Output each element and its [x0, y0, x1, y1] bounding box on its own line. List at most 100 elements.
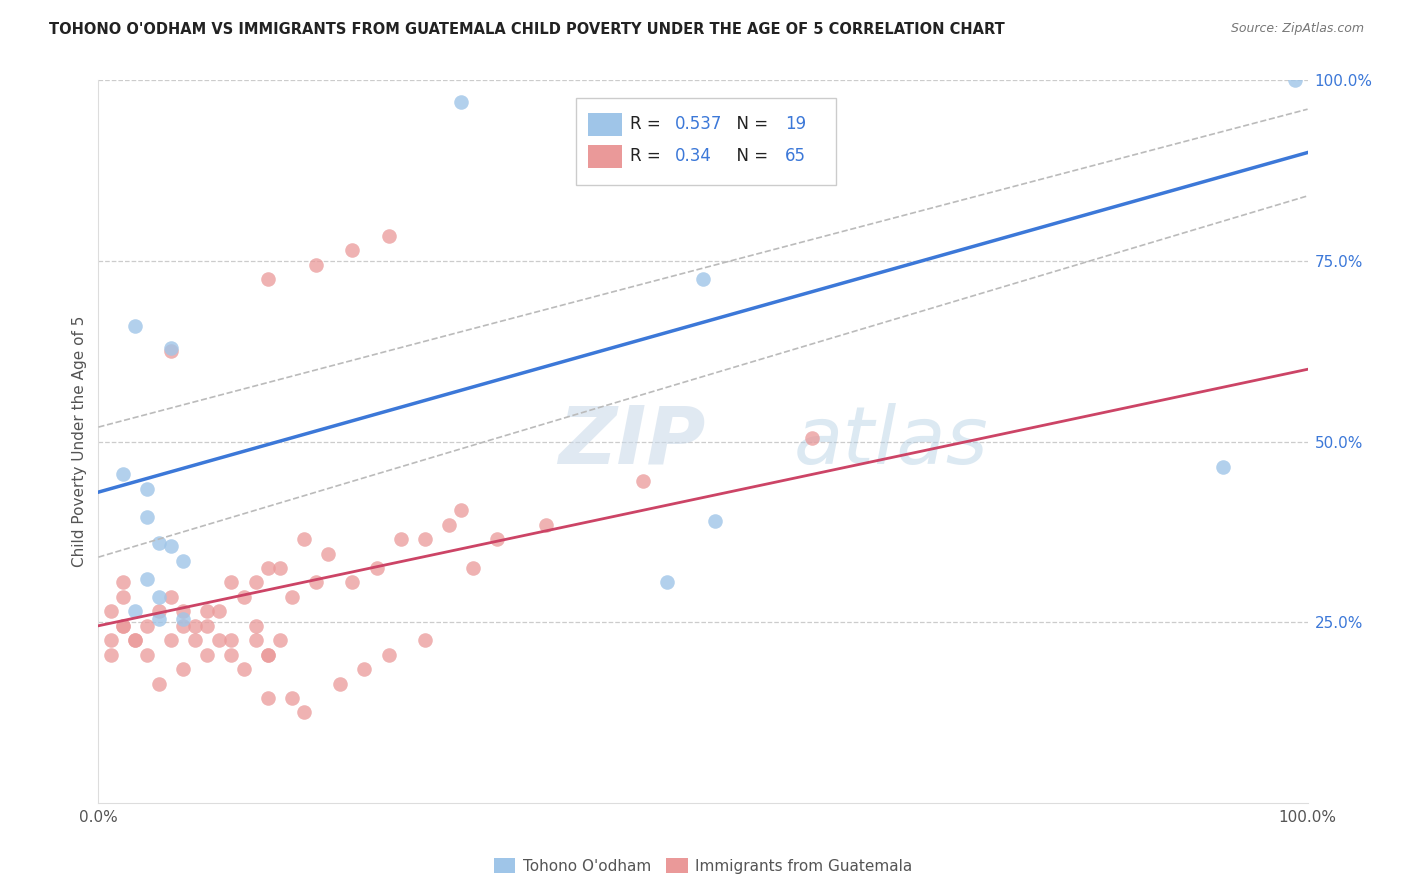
- Point: [148, 611, 170, 625]
- Point: [135, 619, 157, 633]
- Point: [256, 648, 278, 662]
- Bar: [588, 112, 621, 136]
- Point: [135, 648, 157, 662]
- Point: [160, 539, 183, 553]
- Point: [366, 561, 388, 575]
- Point: [221, 633, 243, 648]
- Point: [172, 662, 194, 676]
- Point: [124, 633, 146, 648]
- Point: [221, 575, 243, 590]
- Text: R =: R =: [630, 115, 666, 133]
- Point: [160, 344, 183, 359]
- Point: [292, 706, 315, 720]
- Text: 19: 19: [785, 115, 807, 133]
- Text: Source: ZipAtlas.com: Source: ZipAtlas.com: [1230, 22, 1364, 36]
- Point: [377, 228, 399, 243]
- Point: [184, 633, 207, 648]
- Point: [124, 604, 146, 618]
- Text: R =: R =: [630, 147, 666, 165]
- Point: [534, 517, 557, 532]
- Point: [221, 648, 243, 662]
- Point: [160, 341, 183, 355]
- Point: [377, 648, 399, 662]
- Point: [195, 648, 218, 662]
- Point: [269, 633, 291, 648]
- Point: [413, 532, 436, 546]
- Point: [160, 633, 183, 648]
- Point: [148, 590, 170, 604]
- Y-axis label: Child Poverty Under the Age of 5: Child Poverty Under the Age of 5: [72, 316, 87, 567]
- Point: [1212, 459, 1234, 474]
- Point: [124, 318, 146, 333]
- Point: [172, 611, 194, 625]
- Point: [342, 243, 364, 257]
- Text: N =: N =: [725, 147, 773, 165]
- Text: ZIP: ZIP: [558, 402, 706, 481]
- Point: [486, 532, 509, 546]
- Point: [100, 648, 122, 662]
- Legend: Tohono O'odham, Immigrants from Guatemala: Tohono O'odham, Immigrants from Guatemal…: [488, 852, 918, 880]
- Point: [292, 532, 315, 546]
- Point: [148, 604, 170, 618]
- Text: N =: N =: [725, 115, 773, 133]
- Point: [208, 633, 231, 648]
- Point: [1284, 73, 1306, 87]
- Point: [245, 575, 267, 590]
- Point: [256, 648, 278, 662]
- Point: [692, 272, 714, 286]
- Point: [111, 575, 134, 590]
- Point: [124, 633, 146, 648]
- Point: [256, 272, 278, 286]
- Point: [148, 535, 170, 549]
- Point: [655, 575, 678, 590]
- Point: [172, 554, 194, 568]
- Point: [160, 590, 183, 604]
- Point: [256, 561, 278, 575]
- Point: [135, 482, 157, 496]
- Point: [111, 619, 134, 633]
- Point: [281, 590, 304, 604]
- Point: [208, 604, 231, 618]
- Point: [281, 691, 304, 706]
- Text: TOHONO O'ODHAM VS IMMIGRANTS FROM GUATEMALA CHILD POVERTY UNDER THE AGE OF 5 COR: TOHONO O'ODHAM VS IMMIGRANTS FROM GUATEM…: [49, 22, 1005, 37]
- Point: [195, 619, 218, 633]
- Point: [413, 633, 436, 648]
- Text: 0.537: 0.537: [675, 115, 723, 133]
- Point: [316, 547, 339, 561]
- Text: 0.34: 0.34: [675, 147, 711, 165]
- Point: [329, 676, 352, 690]
- Point: [111, 467, 134, 481]
- Point: [135, 510, 157, 524]
- Point: [256, 691, 278, 706]
- Point: [800, 431, 823, 445]
- Text: atlas: atlas: [793, 402, 988, 481]
- Point: [232, 662, 254, 676]
- Point: [450, 95, 472, 109]
- Point: [232, 590, 254, 604]
- Point: [437, 517, 460, 532]
- Point: [353, 662, 375, 676]
- Point: [269, 561, 291, 575]
- Point: [305, 575, 328, 590]
- Point: [305, 258, 328, 272]
- Point: [631, 475, 654, 489]
- Point: [245, 633, 267, 648]
- Point: [111, 619, 134, 633]
- Bar: [588, 145, 621, 168]
- Point: [704, 514, 727, 528]
- Point: [195, 604, 218, 618]
- Point: [135, 572, 157, 586]
- Text: 65: 65: [785, 147, 806, 165]
- Point: [450, 503, 472, 517]
- Point: [342, 575, 364, 590]
- Point: [111, 590, 134, 604]
- Point: [172, 619, 194, 633]
- Point: [245, 619, 267, 633]
- Point: [100, 633, 122, 648]
- Point: [172, 604, 194, 618]
- Point: [184, 619, 207, 633]
- FancyBboxPatch shape: [576, 98, 837, 185]
- Point: [463, 561, 485, 575]
- Point: [389, 532, 412, 546]
- Point: [100, 604, 122, 618]
